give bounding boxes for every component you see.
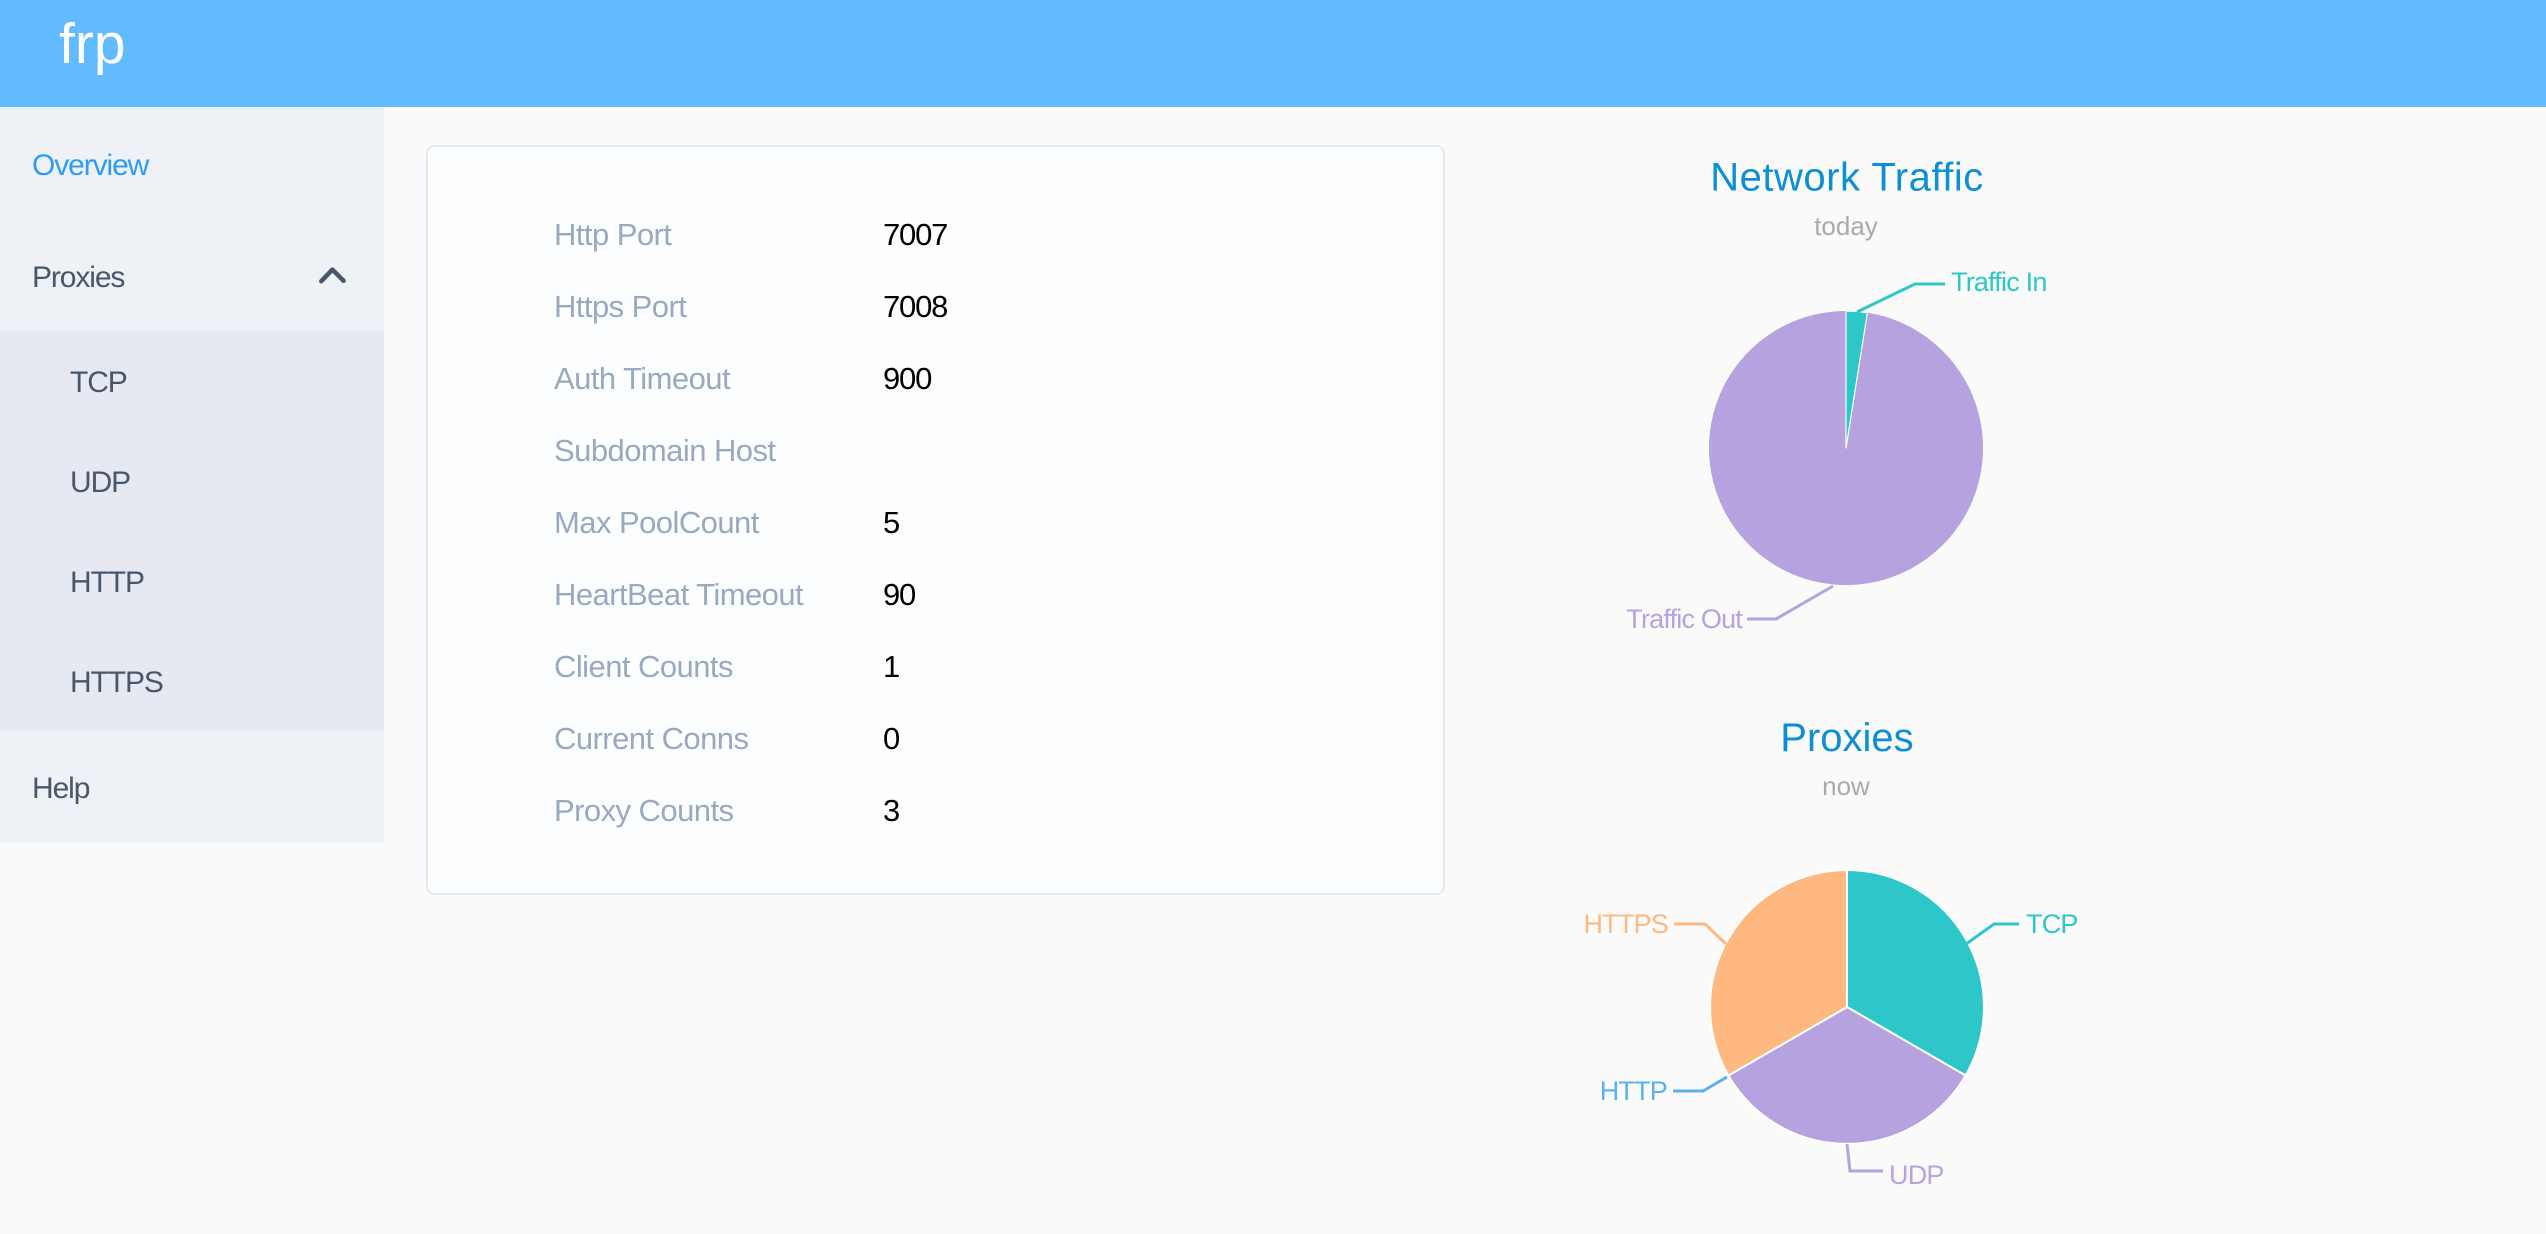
svg-text:UDP: UDP [1889,1160,1944,1190]
svg-text:Traffic In: Traffic In [1951,267,2047,297]
svg-text:now: now [1822,771,1870,801]
svg-text:Network Traffic: Network Traffic [1710,156,1984,200]
svg-text:HTTPS: HTTPS [1583,909,1668,939]
svg-text:Traffic Out: Traffic Out [1626,604,1743,634]
svg-text:TCP: TCP [2026,909,2078,939]
svg-text:today: today [1814,211,1878,241]
svg-text:Proxies: Proxies [1780,716,1913,760]
svg-text:HTTP: HTTP [1600,1076,1667,1106]
